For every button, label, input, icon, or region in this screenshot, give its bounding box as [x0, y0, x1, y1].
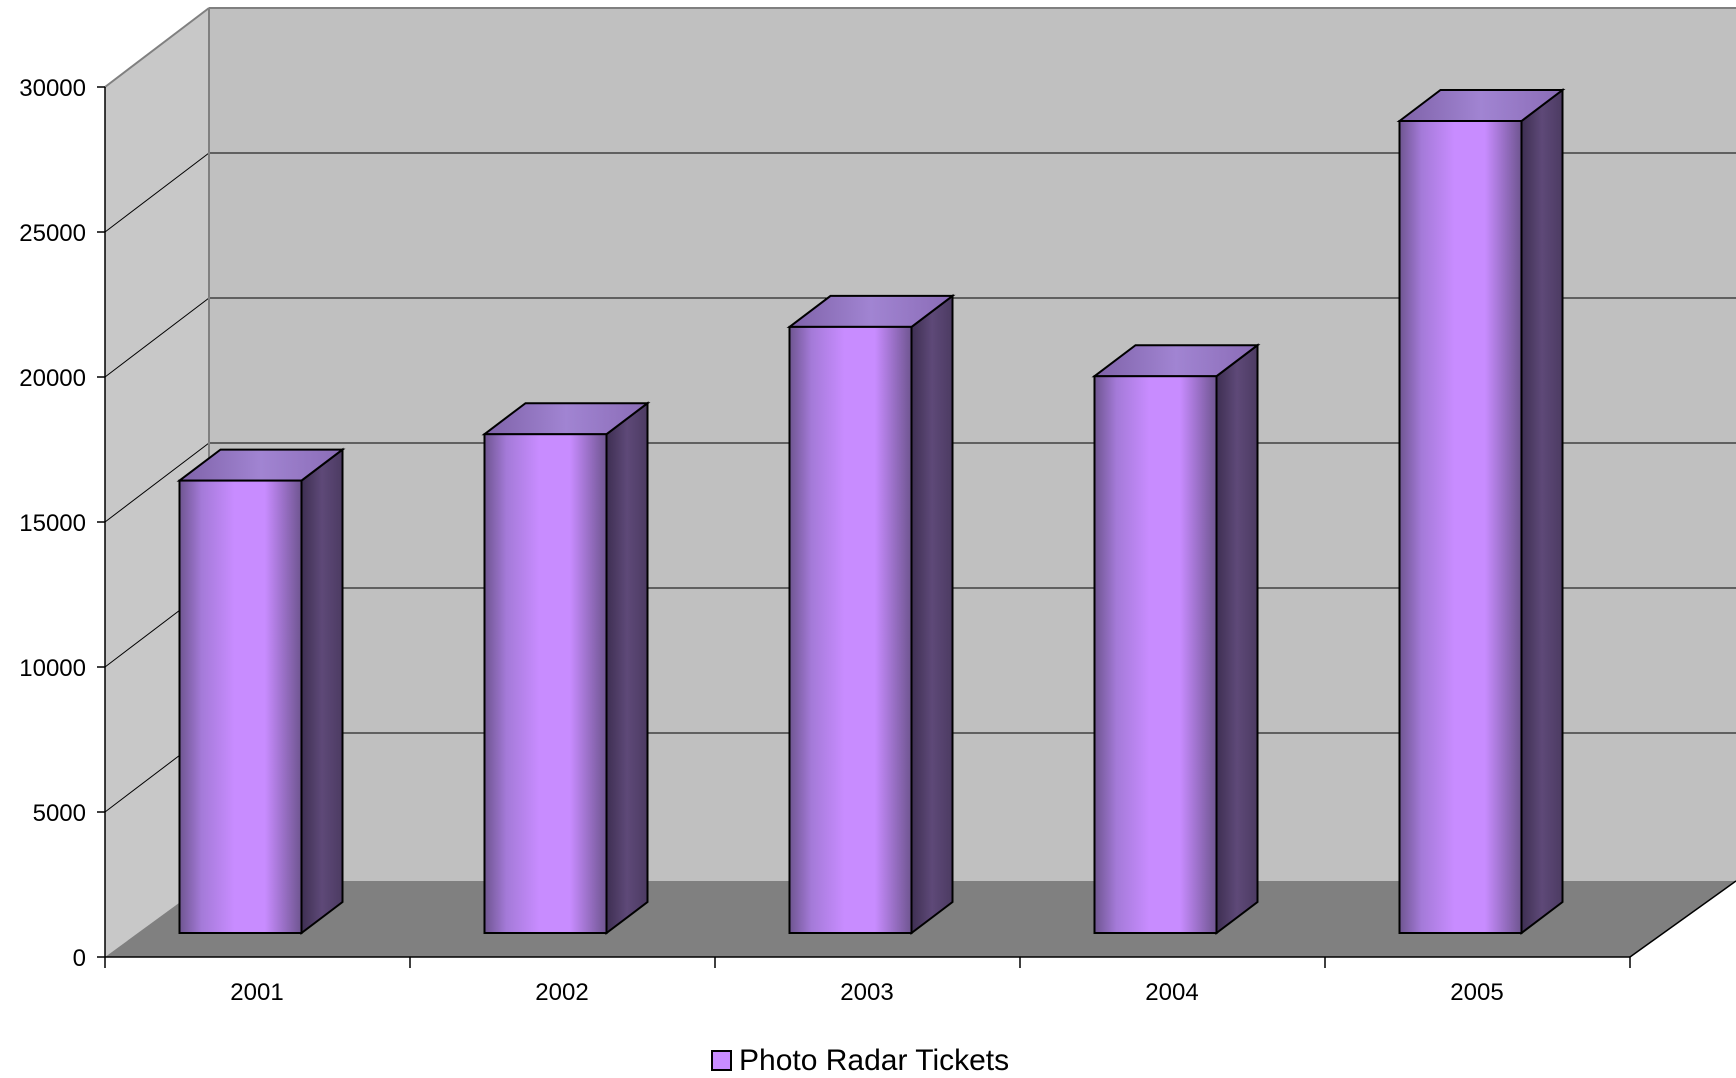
x-axis — [104, 880, 1736, 968]
legend: Photo Radar Tickets — [711, 1044, 1009, 1077]
bar — [1091, 343, 1261, 936]
x-tick-labels: 2001 2002 2003 2004 2005 — [230, 979, 1503, 1006]
x-tick-label: 2004 — [1145, 979, 1198, 1006]
bar — [786, 293, 956, 936]
bar-side-face — [605, 401, 649, 936]
y-tick-label: 20000 — [19, 365, 86, 392]
x-tick-label: 2003 — [840, 979, 893, 1006]
y-tick-label: 5000 — [33, 800, 86, 827]
bar-front-face — [483, 433, 608, 934]
y-tick-label: 0 — [73, 945, 86, 972]
y-tick-label: 15000 — [19, 510, 86, 537]
legend-swatch — [711, 1050, 732, 1071]
bars — [176, 87, 1566, 936]
x-axis-depth-edge — [1629, 880, 1736, 958]
bar-front-face — [1398, 120, 1523, 934]
bar-side-face — [1520, 87, 1564, 936]
side-gridline — [104, 442, 210, 523]
y-tick-label: 25000 — [19, 220, 86, 247]
y-tick-labels: 0 5000 10000 15000 20000 25000 30000 — [19, 75, 86, 972]
bar-front-face — [788, 325, 913, 934]
x-tick-label: 2005 — [1450, 979, 1503, 1006]
x-tick-label: 2001 — [230, 979, 283, 1006]
bar-side-face — [1215, 343, 1259, 936]
y-tick-marks — [97, 86, 105, 958]
bar-front-face — [178, 479, 303, 934]
x-tick-marks — [104, 957, 1631, 968]
side-gridline — [104, 152, 210, 233]
y-tick-label: 10000 — [19, 655, 86, 682]
side-gridline — [104, 297, 210, 378]
bar — [176, 447, 346, 936]
bar-side-face — [910, 293, 954, 936]
legend-label: Photo Radar Tickets — [739, 1044, 1009, 1077]
x-tick-label: 2002 — [535, 979, 588, 1006]
bar-side-face — [300, 447, 344, 936]
bar — [481, 401, 651, 936]
side-wall-top-edge — [104, 7, 210, 88]
bar-front-face — [1093, 375, 1218, 934]
y-axis — [97, 86, 106, 958]
y-tick-label: 30000 — [19, 75, 86, 102]
bar — [1396, 87, 1566, 936]
